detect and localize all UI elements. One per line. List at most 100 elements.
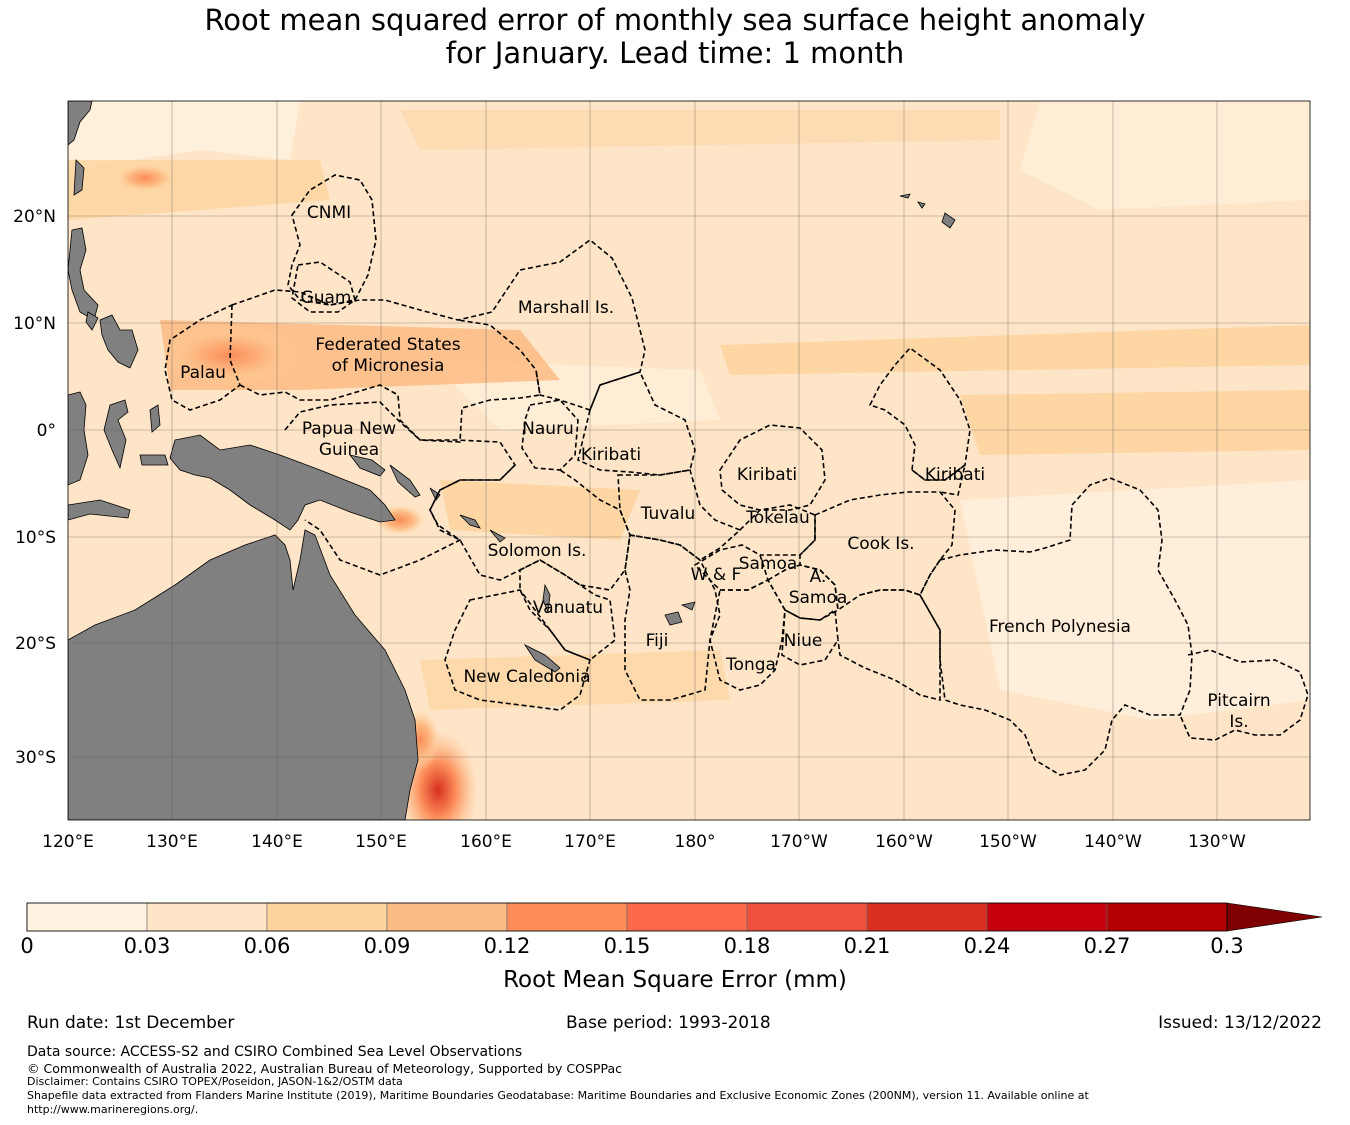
colorbar-tick-label: 0.06: [244, 934, 291, 958]
halmahera-island: [149, 404, 161, 433]
kiribati-phoenix-eez: [719, 424, 826, 511]
issued-date: Issued: 13/12/2022: [1158, 1013, 1322, 1033]
lat-tick-label: 20°N: [13, 207, 56, 227]
region-label: Guam: [301, 288, 352, 308]
seram-island: [139, 454, 169, 466]
lesser-sunda-islands: [68, 499, 131, 521]
colorbar-title: Root Mean Square Error (mm): [503, 967, 847, 993]
lat-tick-label: 10°N: [13, 314, 56, 334]
hawaii-big-island: [941, 212, 956, 229]
region-label: W & F: [691, 565, 742, 585]
light-patch: [68, 101, 300, 170]
shapefile-credit-line-2: http://www.marineregions.org/.: [27, 1103, 199, 1116]
colorbar-tick-label: 0.24: [964, 934, 1011, 958]
region-label: Guinea: [319, 440, 379, 460]
region-label: Kiribati: [737, 465, 797, 485]
warm-spot: [115, 164, 175, 192]
fsm-southern-boundary: [239, 369, 541, 443]
taiwan-island: [73, 159, 85, 196]
lat-tick-label: 20°S: [15, 634, 56, 654]
fiji-islands: [664, 611, 683, 626]
region-label: Tonga: [725, 655, 776, 675]
cook-southern-boundary: [837, 589, 941, 702]
colorbar-tick-label: 0.27: [1084, 934, 1131, 958]
warm-band: [400, 110, 1000, 150]
region-label: French Polynesia: [989, 617, 1131, 637]
region-label: Papua New: [302, 419, 396, 439]
colorbar-tick-label: 0: [20, 934, 33, 958]
map-title-line-2: for January. Lead time: 1 month: [445, 36, 905, 70]
region-label: Solomon Is.: [488, 541, 587, 561]
palau-eez: [164, 303, 241, 411]
vanuatu-eez: [519, 559, 616, 661]
australia-landmass: [68, 529, 419, 820]
light-patch: [960, 480, 1310, 720]
lon-tick-label: 170°E: [564, 832, 616, 852]
region-label: Tuvalu: [640, 504, 696, 524]
solomon-islands: [459, 514, 481, 529]
shapefile-credit-line-1: Shapefile data extracted from Flanders M…: [27, 1089, 1089, 1102]
region-label: Federated States: [315, 335, 460, 355]
colorbar-tick-label: 0.21: [844, 934, 891, 958]
guam-eez: [291, 261, 356, 313]
data-source: Data source: ACCESS-S2 and CSIRO Combine…: [27, 1044, 523, 1060]
colorbar-bin: [146, 902, 268, 932]
region-label: Kiribati: [581, 445, 641, 465]
region-label: Samoa: [739, 554, 798, 574]
colorbar-frame: [26, 902, 1228, 932]
colorbar-bin: [866, 902, 988, 932]
mindanao-island: [99, 314, 139, 369]
colorbar-tick-label: 0.03: [124, 934, 171, 958]
colorbar-extend-arrow: [1226, 902, 1323, 932]
visayas-island: [85, 311, 99, 331]
region-label: Vanuatu: [533, 598, 603, 618]
region-label: Niue: [784, 631, 823, 651]
solomon-islands: [489, 529, 506, 543]
lat-tick-label: 30°S: [15, 748, 56, 768]
borneo-island: [68, 391, 89, 486]
lon-tick-label: 160°E: [460, 832, 512, 852]
colorbar-bin: [26, 902, 148, 932]
run-date: Run date: 1st December: [27, 1013, 235, 1033]
region-label: CNMI: [307, 203, 351, 223]
lon-tick-label: 180°: [675, 832, 716, 852]
map-frame: [67, 100, 1311, 821]
region-label: of Micronesia: [332, 356, 445, 376]
base-period: Base period: 1993-2018: [566, 1013, 771, 1033]
region-label: Marshall Is.: [518, 298, 614, 318]
region-label: Pitcairn: [1207, 691, 1270, 711]
colorbar-bin: [746, 902, 868, 932]
kiribati-line-north-eez: [868, 346, 971, 481]
niue-eez: [781, 608, 839, 666]
disclaimer: Disclaimer: Contains CSIRO TOPEX/Poseido…: [27, 1075, 403, 1088]
eez-boundaries: [164, 174, 1309, 776]
colorbar-bin: [986, 902, 1108, 932]
sulawesi-island: [103, 399, 129, 470]
lon-tick-label: 130°E: [146, 832, 198, 852]
warm-band: [960, 390, 1310, 455]
colorbar-bin: [1106, 902, 1228, 932]
fiji-islands: [680, 601, 696, 611]
region-label: Is.: [1229, 712, 1248, 732]
colorbar-bin: [266, 902, 388, 932]
cnmi-eez: [287, 174, 377, 306]
new-britain-island: [349, 454, 386, 477]
solomon-eez: [429, 464, 631, 591]
lon-tick-label: 140°E: [251, 832, 303, 852]
hawaii-islands: [917, 201, 926, 209]
warm-band: [440, 480, 640, 540]
copyright: © Commonwealth of Australia 2022, Austra…: [27, 1061, 622, 1076]
region-label: Nauru: [522, 419, 574, 439]
colorbar-tick-label: 0.09: [364, 934, 411, 958]
luzon-island: [68, 227, 99, 321]
lon-tick-label: 130°W: [1188, 832, 1246, 852]
pitcairn-eez: [1179, 649, 1309, 741]
lon-tick-label: 150°E: [355, 832, 407, 852]
tokelau-eez: [739, 504, 816, 556]
colorbar-bin: [506, 902, 628, 932]
solomon-islands: [429, 487, 441, 501]
land: [68, 101, 956, 820]
vanuatu-islands: [542, 583, 551, 614]
